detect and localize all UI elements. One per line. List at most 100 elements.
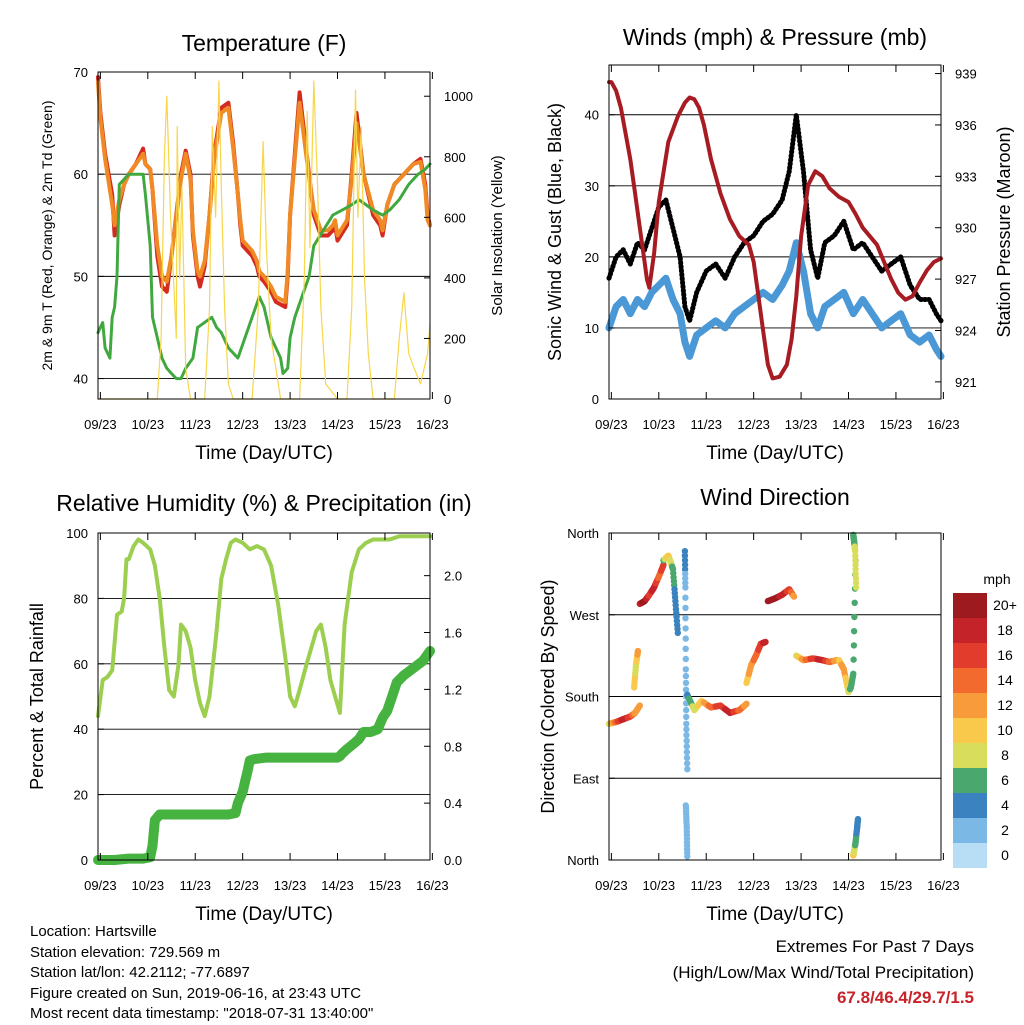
colorbar-label: 12 — [997, 697, 1013, 713]
winds-x-tick-label: 15/23 — [880, 417, 913, 432]
colorbar-label: 18 — [997, 622, 1013, 638]
winds-x-tick-label: 12/23 — [737, 417, 770, 432]
colorbar-swatch — [953, 693, 987, 718]
direction-point — [682, 570, 689, 578]
winds-y2-tick-label: 927 — [955, 272, 977, 287]
humidity-y-tick-label: 0 — [81, 853, 88, 868]
direction-point — [682, 655, 689, 663]
winds-x-tick-label: 16/23 — [927, 417, 960, 432]
winds-chart — [605, 64, 945, 400]
station-elevation: Station elevation: 729.569 m — [30, 943, 221, 961]
temperature-x-tick-label: 09/23 — [84, 417, 117, 432]
colorbar-swatch — [953, 743, 987, 768]
direction-point — [681, 566, 689, 573]
temperature-y2-tick-label: 800 — [444, 150, 466, 165]
humidity-x-tick-label: 12/23 — [226, 878, 259, 893]
direction-point — [660, 561, 667, 568]
direction-title: Wind Direction — [700, 484, 850, 510]
humidity-y-tick-label: 20 — [74, 788, 88, 803]
direction-point — [790, 593, 798, 600]
temperature-y-tick-label: 40 — [74, 372, 88, 387]
colorbar-swatch — [953, 718, 987, 743]
extremes-box: Extremes For Past 7 Days (High/Low/Max W… — [673, 934, 974, 1011]
winds-y-tick-label: 0 — [592, 392, 599, 407]
winds-y2-tick-label: 921 — [955, 375, 977, 390]
winds-frame — [608, 64, 942, 400]
colorbar-swatch — [953, 618, 987, 643]
direction-x-tick-label: 09/23 — [595, 878, 628, 893]
extremes-subtitle: (High/Low/Max Wind/Total Precipitation) — [672, 962, 974, 982]
direction-x-axis-label: Time (Day/UTC) — [706, 904, 844, 925]
direction-point — [850, 642, 858, 649]
winds-y2-tick-label: 939 — [955, 67, 977, 82]
humidity-x-tick-label: 13/23 — [274, 878, 307, 893]
colorbar-label: 16 — [997, 647, 1013, 663]
direction-y-tick-label: East — [573, 771, 599, 786]
direction-point — [684, 766, 691, 773]
direction-point — [682, 625, 689, 632]
direction-point — [850, 656, 857, 663]
direction-x-tick-label: 13/23 — [785, 878, 818, 893]
direction-point — [682, 575, 689, 582]
temperature-y-tick-label: 70 — [74, 65, 88, 80]
temperature-x-tick-label: 13/23 — [274, 417, 307, 432]
humidity-y2-tick-label: 0.0 — [444, 853, 462, 868]
temperature-x-tick-label: 12/23 — [226, 417, 259, 432]
temperature-y2-tick-label: 600 — [444, 210, 466, 225]
humidity-y-tick-label: 100 — [66, 526, 88, 541]
colorbar-swatch — [953, 668, 987, 693]
winds-y-tick-label: 30 — [585, 179, 599, 194]
direction-point — [852, 561, 859, 568]
direction-point — [681, 548, 689, 555]
winds-y-tick-label: 40 — [585, 108, 599, 123]
extremes-values: 67.8/46.4/29.7/1.5 — [836, 988, 974, 1007]
direction-point — [682, 679, 690, 687]
direction-point — [682, 604, 689, 612]
direction-point — [682, 666, 689, 673]
direction-point — [682, 672, 690, 680]
direction-x-tick-label: 11/23 — [690, 878, 722, 893]
temperature-series-2m-t — [96, 75, 432, 309]
humidity-y2-tick-label: 1.6 — [444, 626, 462, 641]
humidity-series-total-precipitation — [93, 646, 435, 865]
direction-point — [683, 748, 691, 756]
direction-point — [683, 754, 691, 761]
humidity-y-axis-label: Percent & Total Rainfall — [27, 603, 47, 790]
temperature-y2-tick-label: 400 — [444, 271, 466, 286]
extremes-title: Extremes For Past 7 Days — [775, 937, 974, 956]
colorbar-swatch — [953, 818, 987, 843]
winds-y2-tick-label: 936 — [955, 118, 977, 133]
humidity-x-tick-label: 16/23 — [416, 878, 449, 893]
colorbar-label: 10 — [997, 722, 1013, 738]
colorbar-label: 0 — [1001, 847, 1009, 863]
winds-x-tick-label: 14/23 — [832, 417, 865, 432]
colorbar-swatch — [953, 593, 987, 618]
winds-y-tick-label: 10 — [585, 321, 599, 336]
humidity-x-tick-label: 10/23 — [132, 878, 165, 893]
colorbar-label: 14 — [997, 672, 1013, 688]
temperature-series-solar-insolation — [97, 80, 431, 400]
direction-point — [852, 575, 860, 582]
temperature-y2-axis-label: Solar Insolation (Yellow) — [489, 155, 506, 315]
winds-x-axis-label: Time (Day/UTC) — [706, 443, 844, 464]
direction-point — [683, 743, 690, 750]
station-info: Location: Hartsville Station elevation: … — [30, 922, 373, 1025]
direction-point — [634, 647, 642, 655]
temperature-x-axis-label: Time (Day/UTC) — [195, 443, 333, 464]
temperature-x-tick-label: 10/23 — [132, 417, 165, 432]
temperature-frame — [97, 71, 431, 400]
direction-point — [681, 557, 689, 564]
humidity-x-tick-label: 09/23 — [84, 878, 117, 893]
colorbar-label: 2 — [1001, 822, 1009, 838]
humidity-y-tick-label: 60 — [74, 657, 88, 672]
direction-point — [850, 628, 858, 635]
winds-title: Winds (mph) & Pressure (mb) — [623, 24, 927, 50]
direction-point — [682, 645, 689, 652]
humidity-x-tick-label: 15/23 — [369, 878, 402, 893]
direction-chart — [605, 531, 987, 868]
direction-point — [852, 570, 859, 578]
direction-point — [682, 635, 689, 642]
humidity-x-axis-label: Time (Day/UTC) — [195, 904, 333, 925]
direction-point — [636, 702, 643, 709]
